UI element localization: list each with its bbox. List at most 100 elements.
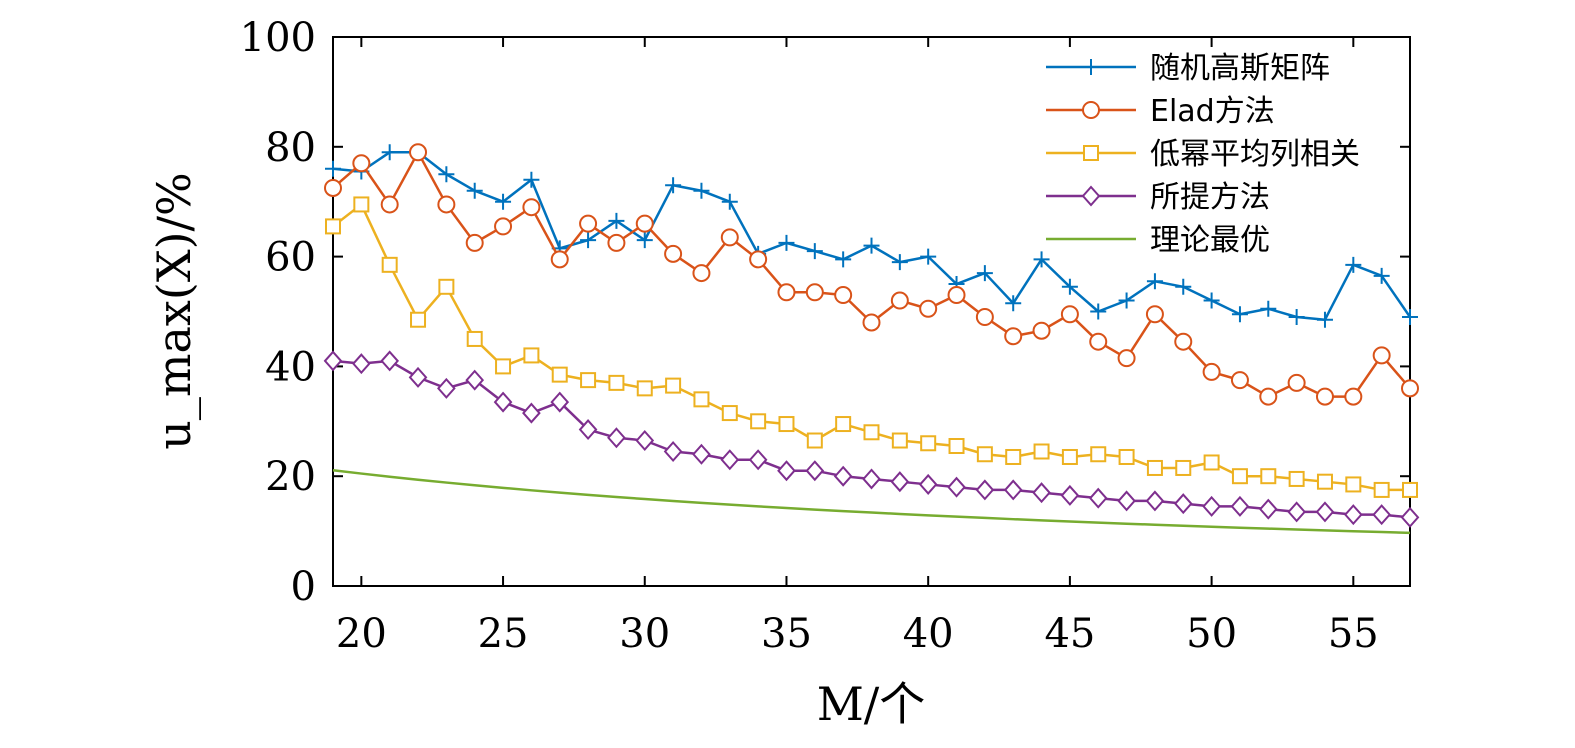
circle-marker — [777, 283, 796, 302]
square-marker — [976, 446, 993, 463]
diamond-marker — [1081, 185, 1101, 207]
circle-marker — [805, 283, 824, 302]
plus-marker — [1033, 251, 1050, 268]
square-marker — [891, 432, 908, 449]
circle-marker — [919, 299, 938, 318]
circle-marker — [1202, 362, 1221, 381]
circle-marker — [890, 291, 909, 310]
square-marker — [523, 347, 540, 364]
diamond-marker — [1003, 479, 1023, 501]
diamond-marker — [833, 465, 853, 487]
x-tick-label: 25 — [478, 611, 529, 657]
diamond-marker — [607, 427, 626, 449]
circle-marker — [465, 233, 484, 252]
circle-marker — [437, 195, 456, 214]
y-tick-label: 0 — [291, 564, 316, 610]
circle-marker — [1145, 305, 1164, 324]
circle-marker — [1259, 387, 1278, 406]
square-marker — [1203, 454, 1220, 471]
square-marker — [750, 413, 767, 430]
diamond-marker — [323, 350, 343, 372]
legend-item: 理论最优 — [1046, 223, 1270, 258]
plus-marker — [1288, 308, 1305, 325]
diamond-marker — [352, 353, 371, 375]
diamond-marker — [1060, 484, 1080, 506]
x-tick-label: 55 — [1328, 611, 1379, 657]
legend-item: 所提方法 — [1046, 180, 1270, 215]
circle-marker — [975, 307, 994, 326]
circle-marker — [1401, 379, 1419, 398]
diamond-marker — [1088, 487, 1108, 509]
plus-marker — [580, 232, 597, 249]
circle-marker — [550, 250, 569, 269]
plus-marker — [863, 237, 880, 254]
diamond-marker — [1145, 490, 1165, 512]
plus-marker — [1083, 59, 1099, 75]
circle-marker — [664, 244, 683, 263]
plus-marker — [1090, 303, 1107, 320]
diamond-marker — [1032, 482, 1051, 504]
diamond-marker — [1117, 490, 1136, 512]
x-tick-label: 40 — [903, 611, 954, 657]
plus-marker — [523, 171, 540, 188]
square-marker — [551, 366, 568, 383]
square-marker — [1090, 446, 1107, 463]
square-marker — [1146, 459, 1163, 476]
circle-marker — [862, 313, 881, 332]
y-axis-label: u_max(X)/% — [147, 172, 201, 449]
square-marker — [778, 416, 795, 433]
square-marker — [410, 311, 427, 328]
diamond-marker — [918, 473, 938, 495]
x-tick-label: 50 — [1186, 611, 1237, 657]
square-marker — [1345, 476, 1362, 493]
square-marker — [381, 256, 398, 273]
circle-marker — [1174, 332, 1193, 351]
diamond-marker — [663, 440, 683, 463]
plus-marker — [778, 234, 795, 251]
square-marker — [1316, 473, 1333, 490]
square-marker — [1083, 145, 1099, 161]
diamond-marker — [1173, 493, 1193, 515]
plus-marker — [920, 248, 937, 265]
x-tick-label: 20 — [336, 611, 387, 657]
diamond-marker — [1343, 504, 1363, 526]
circle-marker — [1082, 101, 1100, 119]
square-marker — [948, 438, 965, 455]
circle-marker — [834, 286, 853, 305]
diamond-marker — [1315, 501, 1335, 523]
legend-label: 理论最优 — [1150, 223, 1270, 258]
square-marker — [665, 377, 682, 394]
plus-marker — [693, 182, 710, 199]
plus-marker — [438, 166, 455, 183]
square-marker — [1175, 459, 1192, 476]
circle-marker — [720, 228, 739, 247]
plus-marker — [1373, 267, 1390, 284]
series-4 — [332, 468, 1411, 535]
plus-marker — [1175, 278, 1192, 295]
diamond-marker — [578, 419, 598, 441]
diamond-marker — [380, 350, 400, 372]
circle-marker — [494, 217, 513, 236]
circle-marker — [1032, 321, 1051, 340]
diamond-marker — [692, 443, 711, 465]
diamond-marker — [748, 449, 768, 471]
plus-marker — [806, 243, 823, 260]
square-marker — [1402, 481, 1418, 498]
x-tick-label: 45 — [1044, 611, 1095, 657]
square-marker — [806, 432, 823, 449]
plus-marker — [381, 144, 398, 161]
legend-label: 所提方法 — [1150, 180, 1270, 215]
plus-marker — [608, 212, 625, 229]
circle-marker — [1315, 387, 1334, 406]
circle-marker — [692, 264, 711, 283]
circle-marker — [522, 198, 541, 217]
diamond-marker — [777, 460, 796, 482]
plus-marker — [1402, 308, 1418, 325]
square-marker — [438, 278, 455, 295]
square-marker — [1373, 481, 1390, 498]
y-tick-label: 20 — [265, 454, 316, 500]
diamond-marker — [522, 402, 541, 424]
circle-marker — [579, 214, 598, 233]
legend-label: Elad方法 — [1150, 94, 1275, 129]
